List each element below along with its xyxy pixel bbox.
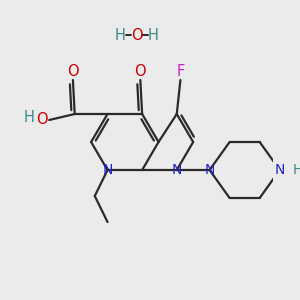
Text: H: H bbox=[24, 110, 34, 125]
Text: N: N bbox=[274, 163, 285, 177]
Text: O: O bbox=[134, 64, 146, 80]
Text: H: H bbox=[115, 28, 126, 43]
Text: H: H bbox=[292, 163, 300, 177]
Text: N: N bbox=[204, 163, 215, 177]
Text: O: O bbox=[36, 112, 48, 128]
Text: N: N bbox=[172, 163, 182, 177]
Text: O: O bbox=[131, 28, 142, 43]
Text: O: O bbox=[67, 64, 79, 80]
Text: F: F bbox=[176, 64, 184, 80]
Text: H: H bbox=[148, 28, 158, 43]
Text: N: N bbox=[102, 163, 113, 177]
